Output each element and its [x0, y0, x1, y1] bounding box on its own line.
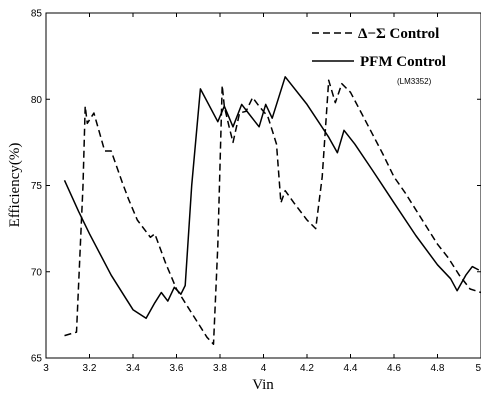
- y-tick-label: 65: [31, 354, 43, 365]
- x-tick-label: 3.4: [126, 363, 140, 374]
- legend-note: (LM3352): [397, 77, 432, 86]
- y-axis-label: Efficiency(%): [7, 143, 23, 228]
- x-tick-label: 3.8: [213, 363, 227, 374]
- series-line-delta-sigma: [65, 80, 481, 344]
- x-tick-label: 4.2: [300, 363, 314, 374]
- x-tick-label: 4: [261, 363, 267, 374]
- y-tick-label: 70: [31, 267, 43, 278]
- x-tick-label: 4.4: [344, 363, 358, 374]
- series-layer: [65, 77, 481, 344]
- x-tick-label: 3.2: [83, 363, 97, 374]
- x-axis-label: Vin: [252, 377, 274, 393]
- y-tick-label: 75: [31, 181, 43, 192]
- x-tick-label: 4.8: [431, 363, 445, 374]
- legend: Δ−Σ Control PFM Control (LM3352): [312, 26, 446, 86]
- legend-label-delta-sigma: Δ−Σ Control: [358, 26, 439, 42]
- x-tick-label: 5: [475, 363, 481, 374]
- y-tick-label: 85: [31, 9, 43, 20]
- x-tick-label: 4.6: [387, 363, 401, 374]
- legend-label-pfm: PFM Control: [360, 54, 446, 70]
- series-line-pfm: [65, 77, 479, 318]
- x-tick-label: 3: [43, 363, 49, 374]
- x-tick-label: 3.6: [170, 363, 184, 374]
- y-tick-label: 80: [31, 95, 43, 106]
